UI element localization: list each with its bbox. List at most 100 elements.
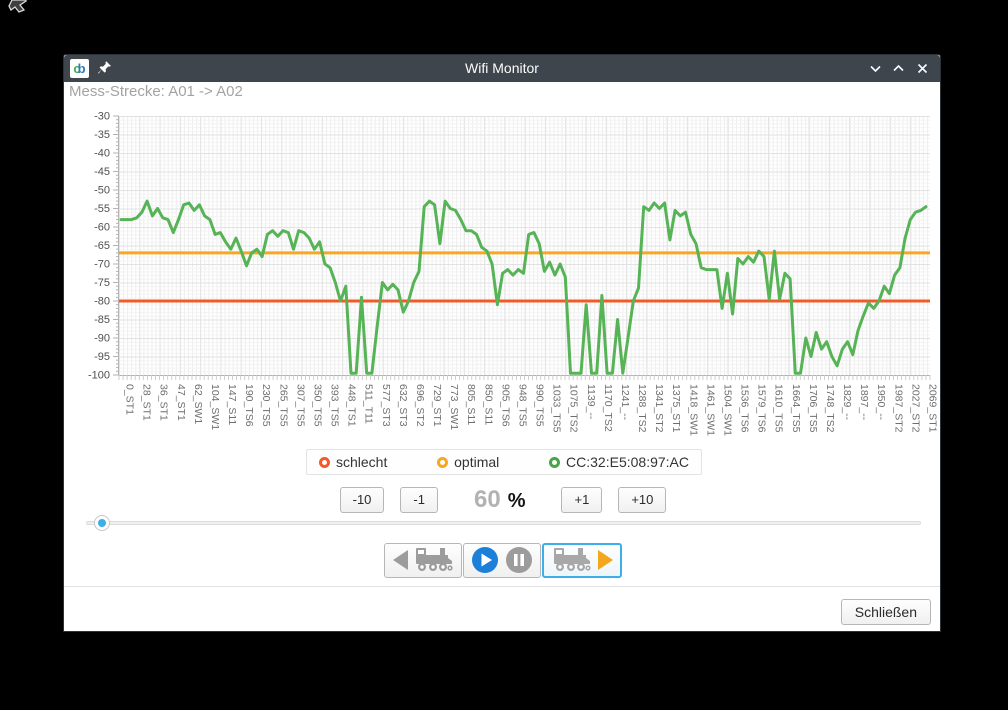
legend-item-optimal[interactable]: optimal [437, 454, 499, 470]
svg-text:448_TS1: 448_TS1 [346, 384, 358, 427]
svg-text:-30: -30 [94, 111, 110, 123]
chart-legend: schlecht optimal CC:32:E5:08:97:AC [306, 449, 702, 475]
measurement-route-label: Mess-Strecke: A01 -> A02 [69, 83, 243, 100]
maximize-icon[interactable] [890, 60, 907, 77]
svg-text:350_TS5: 350_TS5 [311, 384, 323, 427]
legend-item-schlecht[interactable]: schlecht [319, 454, 387, 470]
arrow-right-icon [597, 550, 613, 570]
transport-controls [64, 542, 942, 578]
arrow-left-icon [392, 550, 408, 570]
svg-text:1579_TS6: 1579_TS6 [756, 384, 768, 433]
play-pause-button[interactable] [463, 542, 541, 578]
svg-text:511_T11: 511_T11 [363, 384, 375, 424]
svg-text:-60: -60 [94, 222, 110, 234]
svg-text:-90: -90 [94, 333, 110, 345]
svg-text:1504_SW1: 1504_SW1 [721, 384, 733, 436]
svg-text:1748_TS2: 1748_TS2 [824, 384, 836, 433]
svg-text:-80: -80 [94, 296, 110, 308]
series-marker-icon [549, 456, 561, 468]
svg-text:1987_ST2: 1987_ST2 [892, 384, 904, 433]
svg-text:-45: -45 [94, 166, 110, 178]
schliessen-button[interactable]: Schließen [840, 599, 931, 625]
pin-icon[interactable] [97, 60, 113, 76]
svg-text:28_ST1: 28_ST1 [141, 384, 153, 421]
svg-text:805_S11: 805_S11 [465, 384, 477, 425]
svg-text:1288_TS2: 1288_TS2 [636, 384, 648, 433]
step-backward-button[interactable] [384, 542, 462, 578]
svg-text:1075_TS2: 1075_TS2 [568, 384, 580, 433]
svg-text:2069_ST1: 2069_ST1 [927, 384, 939, 433]
minus-1-button[interactable]: -1 [400, 486, 438, 513]
svg-text:1950_--: 1950_-- [875, 384, 887, 421]
svg-text:-95: -95 [94, 351, 110, 363]
svg-text:1706_TS5: 1706_TS5 [807, 384, 819, 433]
svg-text:1341_ST2: 1341_ST2 [653, 384, 665, 433]
legend-item-mac-address[interactable]: CC:32:E5:08:97:AC [549, 454, 689, 470]
svg-text:1610_TS5: 1610_TS5 [773, 384, 785, 433]
svg-text:147_S11: 147_S11 [226, 384, 238, 425]
svg-text:1897_--: 1897_-- [858, 384, 870, 421]
window-title: Wifi Monitor [465, 60, 539, 76]
svg-text:265_TS5: 265_TS5 [277, 384, 289, 427]
percent-unit: % [507, 489, 526, 512]
svg-text:1461_SW1: 1461_SW1 [704, 384, 716, 436]
svg-text:62_SW1: 62_SW1 [192, 384, 204, 424]
svg-text:1418_SW1: 1418_SW1 [687, 384, 699, 436]
pause-icon [506, 547, 532, 573]
svg-text:-70: -70 [94, 259, 110, 271]
speed-controls: -10 -1 60 % +1 +10 [64, 486, 942, 513]
svg-text:850_S11: 850_S11 [482, 384, 494, 425]
svg-text:1829_--: 1829_-- [841, 384, 853, 421]
svg-text:-65: -65 [94, 240, 110, 252]
svg-text:-75: -75 [94, 277, 110, 289]
svg-text:1170_TS2: 1170_TS2 [602, 384, 614, 432]
slider-track[interactable] [86, 521, 921, 525]
plus-1-button[interactable]: +1 [561, 486, 603, 513]
svg-text:-55: -55 [94, 203, 110, 215]
minimize-icon[interactable] [867, 60, 884, 77]
svg-text:36_ST1: 36_ST1 [158, 384, 170, 421]
optimal-marker-icon [437, 456, 449, 468]
svg-text:1664_TS5: 1664_TS5 [790, 384, 802, 433]
legend-label: optimal [454, 454, 500, 470]
svg-text:773_SW1: 773_SW1 [448, 384, 460, 430]
close-icon[interactable] [914, 60, 931, 77]
train-icon [553, 548, 591, 571]
svg-text:948_TS5: 948_TS5 [516, 384, 528, 427]
svg-text:307_TS5: 307_TS5 [294, 384, 306, 427]
svg-text:230_TS5: 230_TS5 [260, 384, 272, 427]
svg-text:696_ST2: 696_ST2 [414, 384, 426, 427]
position-slider[interactable] [86, 515, 921, 531]
svg-text:990_TS5: 990_TS5 [534, 384, 546, 427]
svg-text:729_ST1: 729_ST1 [431, 384, 443, 427]
mouse-cursor-icon [8, 0, 27, 13]
svg-text:905_TS6: 905_TS6 [499, 384, 511, 427]
play-icon [472, 547, 498, 573]
svg-text:47_ST1: 47_ST1 [175, 384, 187, 421]
svg-text:2027_ST2: 2027_ST2 [909, 384, 921, 433]
plus-10-button[interactable]: +10 [618, 486, 667, 513]
svg-text:-50: -50 [94, 185, 110, 197]
svg-text:1033_TS5: 1033_TS5 [551, 384, 563, 433]
percent-value: 60 [473, 485, 501, 513]
svg-text:-85: -85 [94, 314, 110, 326]
slider-handle[interactable] [94, 515, 111, 531]
svg-text:190_TS6: 190_TS6 [243, 384, 255, 427]
svg-text:577_ST3: 577_ST3 [380, 384, 392, 427]
legend-label: schlecht [336, 454, 388, 470]
footer-divider [64, 586, 940, 587]
minus-10-button[interactable]: -10 [339, 486, 385, 513]
step-forward-button[interactable] [542, 542, 622, 578]
svg-text:-100: -100 [88, 370, 110, 382]
legend-label: CC:32:E5:08:97:AC [566, 454, 689, 470]
svg-text:-35: -35 [94, 129, 110, 141]
svg-text:1536_TS6: 1536_TS6 [739, 384, 751, 433]
svg-text:1139_--: 1139_-- [585, 384, 597, 420]
svg-text:104_SW1: 104_SW1 [209, 384, 221, 430]
svg-text:-40: -40 [94, 148, 110, 160]
svg-text:1375_ST1: 1375_ST1 [670, 384, 682, 433]
